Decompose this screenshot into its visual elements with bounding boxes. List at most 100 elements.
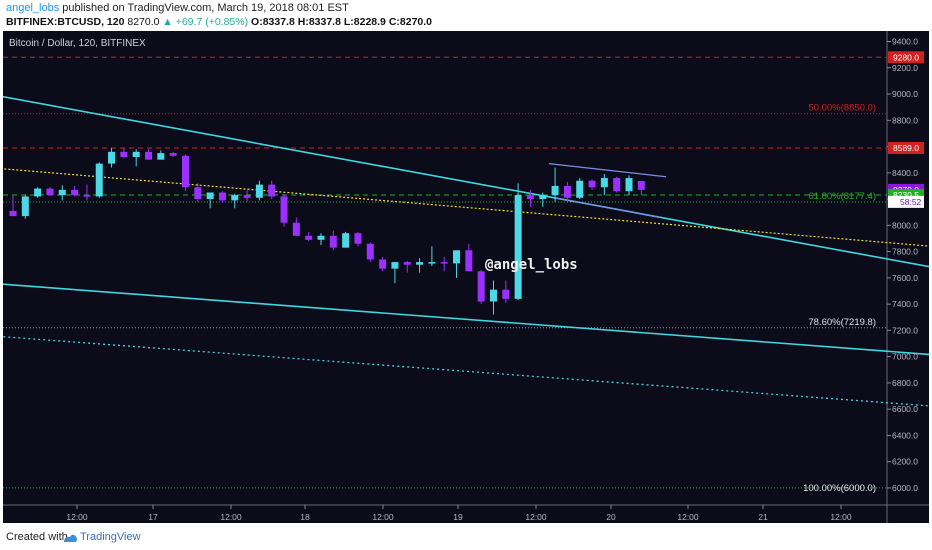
price-axis[interactable]: [887, 31, 929, 523]
time-tick-label: 12:00: [372, 512, 394, 522]
candle-body[interactable]: [169, 153, 177, 156]
candle-body[interactable]: [21, 196, 29, 217]
candle-body[interactable]: [231, 195, 239, 201]
candle-body[interactable]: [539, 195, 547, 200]
candle-body[interactable]: [588, 180, 596, 188]
candle-body[interactable]: [477, 271, 485, 302]
candle-body[interactable]: [305, 235, 313, 240]
candle-body[interactable]: [280, 196, 288, 223]
price-tick-label: 8400.0: [892, 168, 918, 178]
fib-level-label: 100.00%(6000.0): [803, 483, 876, 494]
candle-body[interactable]: [342, 233, 350, 248]
candle-body[interactable]: [391, 262, 399, 269]
candle-body[interactable]: [453, 250, 461, 264]
candle-body[interactable]: [83, 195, 91, 197]
candle-body[interactable]: [625, 178, 633, 192]
candle-body[interactable]: [218, 192, 226, 201]
chart-background: [3, 31, 929, 523]
candle-body[interactable]: [354, 233, 362, 244]
price-tick-label: 6200.0: [892, 457, 918, 467]
time-tick-label: 19: [453, 512, 463, 522]
high-value: H:8337.8: [297, 16, 341, 28]
price-tick-label: 8000.0: [892, 220, 918, 230]
last-price: 8270.0: [127, 16, 160, 28]
price-tick-label: 9400.0: [892, 37, 918, 47]
price-tick-label: 6400.0: [892, 430, 918, 440]
candle-body[interactable]: [292, 222, 300, 236]
candle-body[interactable]: [637, 180, 645, 190]
price-marker-label: 8230.5: [893, 190, 919, 200]
price-tick-label: 9000.0: [892, 89, 918, 99]
candle-body[interactable]: [9, 210, 17, 217]
chart-title: Bitcoin / Dollar, 120, BITFINEX: [9, 38, 146, 49]
fib-level-label: 50.00%(8850.0): [808, 103, 876, 114]
bar-countdown-label: 58:52: [900, 197, 922, 207]
price-marker-label: 9280.0: [893, 52, 919, 62]
author-link[interactable]: angel_lobs: [6, 2, 60, 14]
publish-info-line: angel_lobs published on TradingView.com,…: [6, 2, 349, 14]
tradingview-brand-link[interactable]: TradingView: [80, 531, 141, 543]
footer-bar: Created with TradingView: [0, 525, 932, 550]
candle-body[interactable]: [157, 153, 165, 160]
candle-body[interactable]: [317, 235, 325, 240]
candle-body[interactable]: [58, 189, 66, 196]
candle-body[interactable]: [181, 155, 189, 188]
candle-body[interactable]: [329, 235, 337, 248]
price-chart[interactable]: 50.00%(8850.0) 61.80%(8177.4) 78.60%(7219.…: [3, 31, 929, 523]
candle-body[interactable]: [120, 151, 128, 158]
candle-body[interactable]: [268, 184, 276, 197]
price-change: ▲ +69.7 (+0.85%): [162, 16, 249, 28]
price-tick-label: 6000.0: [892, 483, 918, 493]
candle-body[interactable]: [416, 262, 424, 265]
candle-body[interactable]: [514, 195, 522, 299]
created-with-text: Created with: [6, 531, 68, 543]
price-tick-label: 7600.0: [892, 273, 918, 283]
candle-body[interactable]: [465, 250, 473, 272]
author-watermark: @angel_lobs: [485, 257, 578, 273]
time-tick-label: 18: [300, 512, 310, 522]
chart-area[interactable]: 50.00%(8850.0) 61.80%(8177.4) 78.60%(7219.…: [3, 31, 929, 523]
price-marker-label-bg: [888, 51, 924, 64]
time-tick-label: 20: [606, 512, 616, 522]
tradingview-logo-icon[interactable]: [62, 531, 78, 549]
candle-body[interactable]: [34, 188, 42, 197]
price-marker-label-bg: [888, 141, 924, 154]
candle-body[interactable]: [194, 187, 202, 200]
candle-body[interactable]: [243, 195, 251, 198]
trendline-flag-upper[interactable]: [548, 162, 667, 178]
time-tick-label: 12:00: [525, 512, 547, 522]
symbol-quote-line: BITFINEX:BTCUSD, 120 8270.0 ▲ +69.7 (+0.…: [6, 16, 432, 28]
candle-body[interactable]: [502, 289, 510, 299]
publish-header: angel_lobs published on TradingView.com,…: [0, 0, 932, 30]
candle-body[interactable]: [428, 262, 436, 264]
candle-body[interactable]: [206, 192, 214, 200]
time-tick-label: 12:00: [677, 512, 699, 522]
time-tick-label: 12:00: [830, 512, 852, 522]
candle-body[interactable]: [366, 243, 374, 260]
candle-body[interactable]: [46, 188, 54, 196]
fib-level-label: 78.60%(7219.8): [808, 317, 876, 328]
price-marker-label: 8589.0: [893, 143, 919, 153]
trendline-flag-lower[interactable]: [554, 197, 660, 219]
candle-body[interactable]: [576, 180, 584, 198]
trendline-lower-descending[interactable]: [3, 283, 929, 374]
published-text: published on TradingView.com, March 19, …: [59, 2, 349, 14]
candle-body[interactable]: [551, 185, 559, 196]
candle-body[interactable]: [489, 289, 497, 302]
candle-body[interactable]: [563, 185, 571, 198]
candle-body[interactable]: [71, 189, 79, 196]
candle-body[interactable]: [526, 195, 534, 200]
price-tick-label: 7000.0: [892, 352, 918, 362]
candle-body[interactable]: [600, 178, 608, 188]
price-tick-label: 9200.0: [892, 63, 918, 73]
candle-body[interactable]: [145, 151, 153, 160]
candle-body[interactable]: [613, 178, 621, 192]
candle-body[interactable]: [440, 262, 448, 264]
candle-body[interactable]: [108, 151, 116, 164]
candle-body[interactable]: [379, 259, 387, 269]
candle-body[interactable]: [255, 184, 263, 198]
candle-body[interactable]: [132, 151, 140, 158]
candle-body[interactable]: [403, 262, 411, 265]
price-tick-label: 6600.0: [892, 404, 918, 414]
candle-body[interactable]: [95, 163, 103, 197]
